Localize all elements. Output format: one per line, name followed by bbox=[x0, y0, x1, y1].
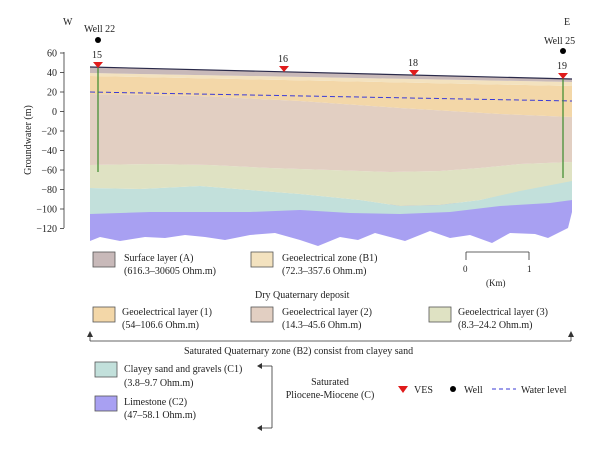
legend-geo2-range: (14.3–45.6 Ohm.m) bbox=[282, 320, 361, 331]
legend-pliocene-line1: Saturated bbox=[311, 377, 349, 388]
scale-zero: 0 bbox=[463, 264, 468, 274]
legend-ves-icon bbox=[398, 386, 408, 393]
well-east-label: Well 25 bbox=[544, 36, 575, 47]
ves-marker-16 bbox=[279, 66, 289, 72]
y-tick-label: −120 bbox=[36, 224, 57, 235]
pliocene-arrow-top bbox=[257, 363, 262, 369]
legend-dry-title: Dry Quaternary deposit bbox=[255, 290, 350, 301]
legend-limestone-range: (47–58.1 Ohm.m) bbox=[124, 410, 196, 421]
ves-marker-19 bbox=[558, 73, 568, 79]
legend-surface-range: (616.3–30605 Ohm.m) bbox=[124, 266, 216, 277]
legend-clayey-range: (3.8–9.7 Ohm.m) bbox=[124, 378, 193, 389]
ves-marker-15 bbox=[93, 62, 103, 68]
ves-label-19: 19 bbox=[557, 61, 567, 72]
legend-geo2-name: Geoelectrical layer (2) bbox=[282, 307, 372, 318]
legend-well-icon bbox=[450, 386, 456, 392]
y-tick-label: 60 bbox=[47, 49, 57, 60]
layer-clayey-sand bbox=[90, 180, 572, 214]
y-tick-label: 40 bbox=[47, 68, 57, 79]
y-tick-label: −40 bbox=[41, 146, 57, 157]
ves-markers: 15 16 18 19 bbox=[92, 50, 568, 79]
ves-label-16: 16 bbox=[278, 54, 288, 65]
swatch-geo2 bbox=[250, 306, 274, 323]
y-tick-label: −80 bbox=[41, 185, 57, 196]
y-tick-label: −60 bbox=[41, 166, 57, 177]
legend: Surface layer (A) (616.3–30605 Ohm.m) Ge… bbox=[87, 251, 574, 431]
well-west-marker bbox=[95, 37, 101, 43]
y-tick-label: 20 bbox=[47, 88, 57, 99]
saturated-b2-bracket bbox=[87, 331, 574, 342]
scale-unit: (Km) bbox=[486, 278, 506, 288]
y-axis: 60 40 20 0 −20 −40 −60 −80 −100 −120 Groundwater … bbox=[23, 49, 65, 235]
pliocene-bracket bbox=[257, 363, 273, 431]
legend-saturated-title: Saturated Quaternary zone (B2) consist f… bbox=[184, 346, 413, 357]
legend-pliocene-line2: Pliocene-Miocene (C) bbox=[286, 390, 375, 401]
well-west-label: Well 22 bbox=[84, 24, 115, 35]
legend-b1-name: Geoelectrical zone (B1) bbox=[282, 253, 378, 264]
legend-limestone-name: Limestone (C2) bbox=[124, 397, 187, 408]
legend-surface-name: Surface layer (A) bbox=[124, 253, 193, 264]
y-tick-label: 0 bbox=[52, 107, 57, 118]
layer-surface bbox=[90, 67, 572, 82]
ves-marker-18 bbox=[409, 70, 419, 76]
y-tick-label: −20 bbox=[41, 127, 57, 138]
layer-geo3 bbox=[90, 162, 572, 206]
pliocene-arrow-bottom bbox=[257, 425, 262, 431]
east-label: E bbox=[564, 17, 570, 28]
swatch-surface bbox=[92, 251, 116, 268]
scale-bar: 0 1 (Km) bbox=[463, 251, 532, 288]
bracket-right-arrow bbox=[568, 331, 574, 337]
legend-geo1-range: (54–106.6 Ohm.m) bbox=[122, 320, 199, 331]
layer-geo2 bbox=[90, 94, 572, 172]
legend-water-label: Water level bbox=[521, 385, 567, 396]
legend-geo3-name: Geoelectrical layer (3) bbox=[458, 307, 548, 318]
well-east-marker bbox=[560, 48, 566, 54]
ves-label-15: 15 bbox=[92, 50, 102, 61]
ground-surface-line bbox=[89, 66, 573, 80]
swatch-b1 bbox=[250, 251, 274, 268]
legend-b1-range: (72.3–357.6 Ohm.m) bbox=[282, 266, 366, 277]
swatch-geo1 bbox=[92, 306, 116, 323]
swatch-clayey bbox=[94, 361, 118, 378]
layer-geo-b1 bbox=[90, 73, 572, 86]
legend-geo3-range: (8.3–24.2 Ohm.m) bbox=[458, 320, 532, 331]
legend-ves-label: VES bbox=[414, 385, 433, 396]
legend-well-label: Well bbox=[464, 385, 483, 396]
y-axis-label: Groundwater (m) bbox=[23, 105, 34, 175]
swatch-geo3 bbox=[428, 306, 452, 323]
west-label: W bbox=[63, 17, 73, 28]
swatch-limestone bbox=[94, 395, 118, 412]
scale-one: 1 bbox=[527, 264, 532, 274]
legend-clayey-name: Clayey sand and gravels (C1) bbox=[124, 364, 242, 375]
legend-geo1-name: Geoelectrical layer (1) bbox=[122, 307, 212, 318]
y-tick-label: −100 bbox=[36, 205, 57, 216]
ves-label-18: 18 bbox=[408, 58, 418, 69]
water-level-line bbox=[89, 91, 573, 102]
section-layers bbox=[89, 66, 573, 246]
bracket-left-arrow bbox=[87, 331, 93, 337]
